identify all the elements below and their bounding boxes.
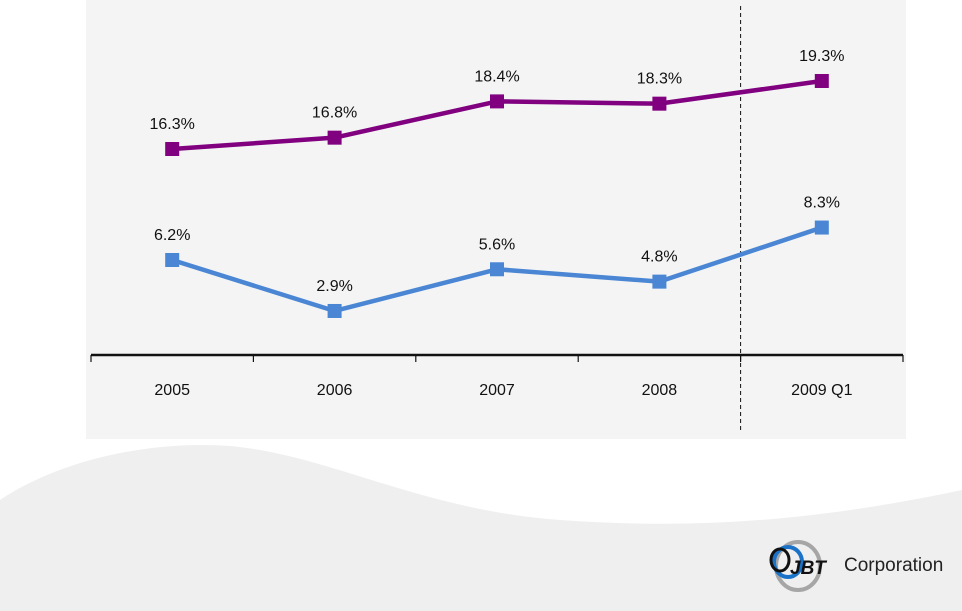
data-label: 8.3%	[804, 195, 840, 212]
data-label: 16.3%	[150, 116, 195, 133]
logo-black-ring-icon	[769, 547, 791, 573]
data-point-marker	[652, 274, 667, 289]
x-tick-label: 2007	[479, 382, 515, 399]
logo-blue-ring-icon	[772, 545, 804, 579]
data-label: 18.4%	[474, 68, 519, 85]
data-point-marker	[814, 220, 829, 235]
jbt-logo: JBT	[769, 540, 827, 592]
swoosh-shape	[0, 444, 962, 611]
data-label: 6.2%	[154, 227, 190, 244]
chart-panel	[86, 0, 906, 439]
data-point-marker	[490, 94, 504, 109]
data-point-marker	[165, 253, 180, 267]
data-point-marker	[814, 73, 829, 88]
data-label: 2.9%	[316, 278, 352, 295]
data-label: 4.8%	[641, 249, 677, 266]
series-line-0	[172, 78, 823, 152]
data-point-marker	[652, 96, 667, 111]
data-label: 18.3%	[637, 71, 682, 88]
data-label: 5.6%	[479, 236, 515, 253]
company-name: Corporation	[844, 555, 944, 576]
data-point-marker	[490, 262, 504, 277]
x-tick-label: 2009 Q1	[791, 382, 852, 399]
data-point-marker	[327, 130, 342, 145]
data-point-marker	[165, 142, 180, 156]
logo-mark: JBT	[790, 558, 827, 579]
data-label: 19.3%	[799, 48, 844, 65]
series-layer	[165, 73, 829, 318]
data-label-layer: 16.3% 16.8% 18.4% 18.3% 19.3% 6.2% 2.9% 5.6% 4.8…	[150, 48, 845, 295]
data-label: 16.8%	[312, 105, 357, 122]
x-tick-label: 2008	[642, 382, 678, 399]
data-point-marker	[327, 303, 342, 318]
x-axis: 2005 2006 2007 2008 2009 Q1	[90, 6, 904, 432]
x-tick-label: 2005	[154, 382, 190, 399]
x-tick-label: 2006	[317, 382, 353, 399]
